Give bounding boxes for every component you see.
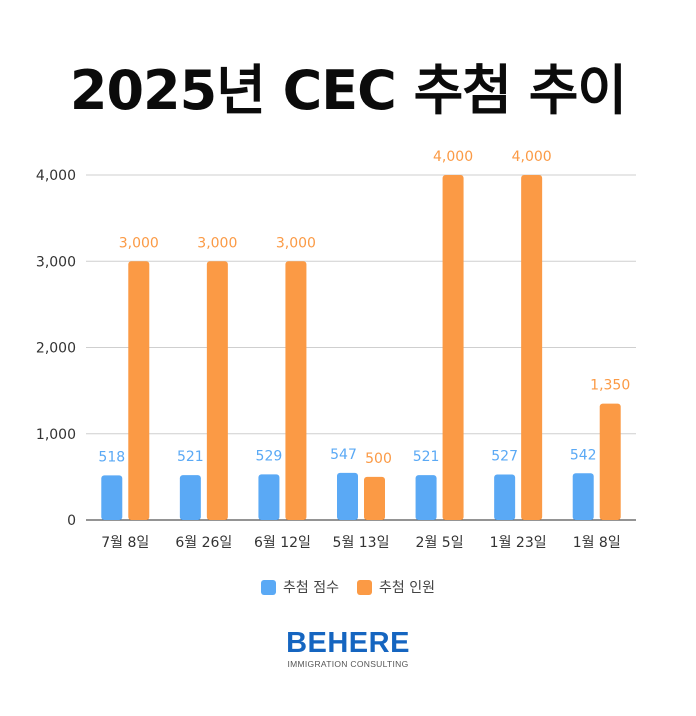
y-tick-label: 2,000 (36, 341, 76, 357)
data-label: 4,000 (512, 149, 552, 165)
data-label: 500 (365, 451, 392, 467)
bar-count (207, 261, 228, 520)
bar-score (416, 475, 437, 520)
data-label: 3,000 (197, 235, 237, 251)
legend-item-score[interactable]: 추첨 점수 (261, 577, 339, 597)
x-tick-label: 1월 23일 (490, 535, 547, 551)
bar-count (521, 175, 542, 520)
logo-tagline: IMMIGRATION CONSULTING (0, 659, 696, 669)
legend-swatch-count (357, 580, 372, 595)
brand-logo: BEHERE IMMIGRATION CONSULTING (0, 628, 696, 669)
y-tick-label: 0 (67, 513, 76, 529)
bar-count (443, 175, 464, 520)
data-label: 547 (330, 447, 357, 463)
bar-score (180, 475, 201, 520)
x-tick-label: 5월 13일 (333, 535, 390, 551)
legend-label-count: 추첨 인원 (379, 577, 435, 597)
data-label: 529 (256, 448, 283, 464)
legend-item-count[interactable]: 추첨 인원 (357, 577, 435, 597)
data-label: 527 (491, 449, 518, 465)
x-tick-label: 6월 12일 (254, 535, 311, 551)
bar-score (258, 474, 279, 520)
data-label: 4,000 (433, 149, 473, 165)
bar-count (128, 261, 149, 520)
legend: 추첨 점수 추첨 인원 (0, 577, 696, 597)
bar-score (494, 475, 515, 520)
bar-score (101, 475, 122, 520)
data-label: 542 (570, 447, 597, 463)
data-label: 3,000 (276, 235, 316, 251)
bar-count (285, 261, 306, 520)
bar-score (337, 473, 358, 520)
data-label: 521 (413, 449, 440, 465)
data-label: 521 (177, 449, 204, 465)
logo-wordmark: BEHERE (0, 628, 696, 658)
data-label: 518 (98, 449, 125, 465)
bar-count (364, 477, 385, 520)
legend-swatch-score (261, 580, 276, 595)
data-label: 1,350 (590, 378, 630, 394)
x-tick-label: 2월 5일 (416, 535, 464, 551)
x-tick-label: 7월 8일 (101, 535, 149, 551)
y-tick-label: 4,000 (36, 168, 76, 184)
x-tick-label: 1월 8일 (573, 535, 621, 551)
x-tick-label: 6월 26일 (175, 535, 232, 551)
y-tick-label: 1,000 (36, 427, 76, 443)
legend-label-score: 추첨 점수 (283, 577, 339, 597)
y-tick-label: 3,000 (36, 254, 76, 270)
bar-score (573, 473, 594, 520)
bar-count (600, 404, 621, 520)
data-label: 3,000 (119, 235, 159, 251)
